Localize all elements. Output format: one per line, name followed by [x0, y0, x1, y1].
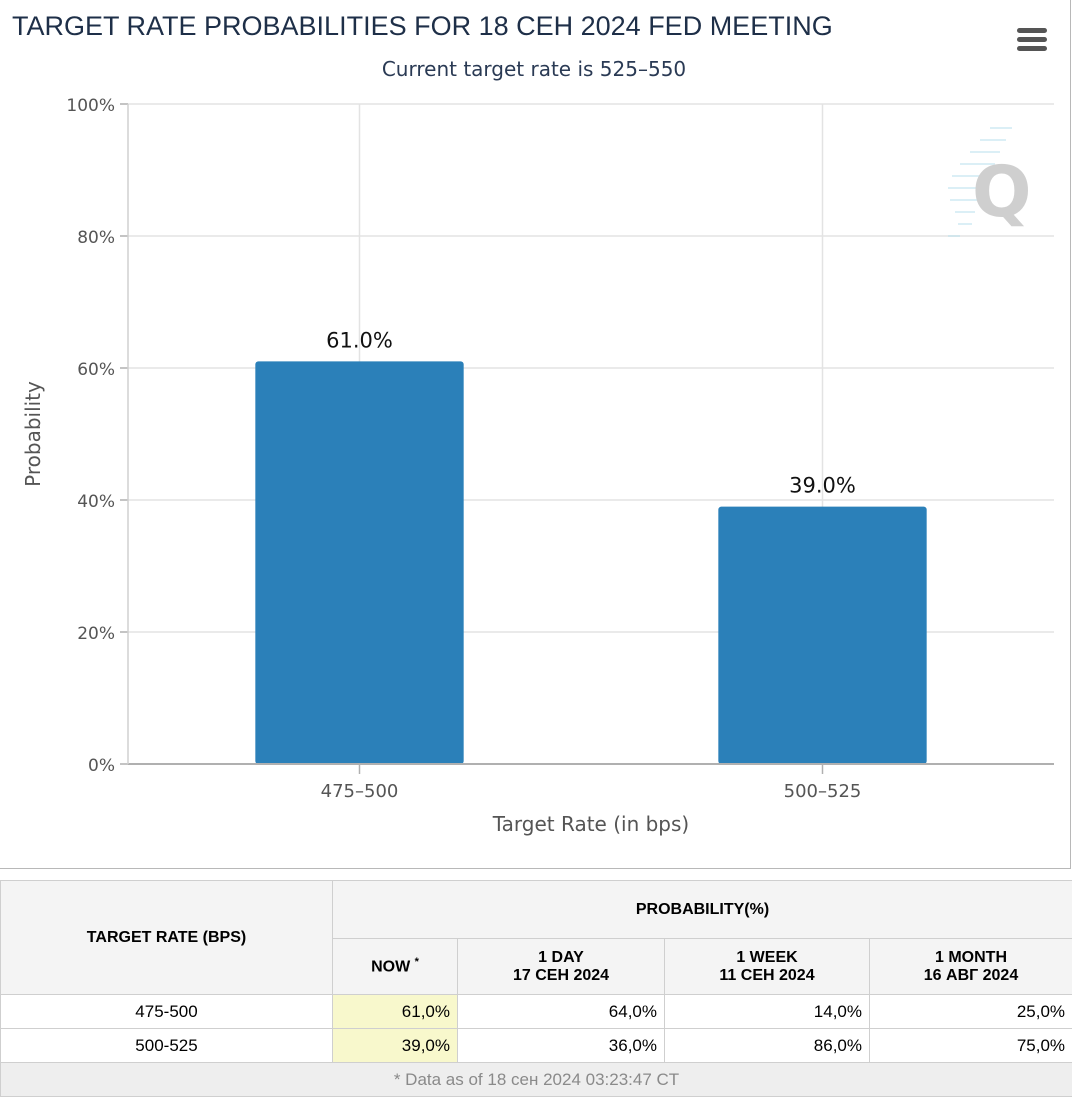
- chart-title: TARGET RATE PROBABILITIES FOR 18 СЕН 202…: [12, 11, 833, 41]
- y-tick-label: 60%: [77, 360, 115, 380]
- table-row: 500-525 39,0% 36,0% 86,0% 75,0%: [0, 1028, 1072, 1063]
- chart-subtitle: Current target rate is 525–550: [382, 57, 686, 81]
- data-timestamp-footnote: * Data as of 18 сен 2024 03:23:47 CT: [0, 1062, 1072, 1097]
- x-axis-label: Target Rate (in bps): [492, 812, 689, 836]
- bar-data-label: 39.0%: [789, 474, 856, 498]
- header-target-rate: TARGET RATE (BPS): [0, 880, 333, 995]
- bar-data-label: 61.0%: [326, 328, 393, 352]
- header-1-day: 1 DAY 17 СЕН 2024: [457, 938, 665, 995]
- probability-table-panel: TARGET RATE (BPS) PROBABILITY(%) NOW * 1…: [0, 880, 1072, 1097]
- chart-axes: 0% 20% 40% 60% 80% 100% 475–500 500–525: [66, 96, 1054, 802]
- header-probability: PROBABILITY(%): [331, 880, 1072, 939]
- header-1-day-date: 17 СЕН 2024: [512, 966, 610, 984]
- probability-table: TARGET RATE (BPS) PROBABILITY(%) NOW * 1…: [0, 880, 1072, 1097]
- header-1-month: 1 MONTH 16 АВГ 2024: [868, 938, 1072, 995]
- chart-panel: TARGET RATE PROBABILITIES FOR 18 СЕН 202…: [0, 0, 1071, 869]
- y-tick-label: 40%: [77, 492, 115, 512]
- header-now-asterisk: *: [414, 956, 419, 969]
- watermark-logo: Q: [948, 127, 1032, 237]
- header-1-month-label: 1 MONTH: [935, 948, 1007, 966]
- bar-chart: TARGET RATE PROBABILITIES FOR 18 СЕН 202…: [12, 11, 1054, 836]
- x-tick-label: 500–525: [784, 781, 862, 802]
- x-tick-label: 475–500: [321, 781, 399, 802]
- header-1-month-date: 16 АВГ 2024: [923, 966, 1019, 984]
- cell-1-week: 86,0%: [664, 1028, 870, 1063]
- bar[interactable]: [718, 506, 927, 764]
- chart-bars: 61.0% 39.0%: [255, 328, 927, 764]
- y-tick-label: 20%: [77, 624, 115, 644]
- cell-now: 61,0%: [332, 994, 458, 1029]
- table-row: 475-500 61,0% 64,0% 14,0% 25,0%: [0, 994, 1072, 1029]
- header-now: NOW *: [332, 938, 458, 995]
- header-1-week-label: 1 WEEK: [736, 948, 798, 966]
- cell-1-month: 75,0%: [868, 1028, 1072, 1063]
- y-axis-label: Probability: [21, 381, 45, 487]
- y-tick-label: 0%: [88, 756, 115, 776]
- cell-1-week: 14,0%: [664, 994, 870, 1029]
- cell-1-day: 36,0%: [457, 1028, 665, 1063]
- bar[interactable]: [255, 361, 464, 764]
- header-now-label: NOW: [371, 958, 411, 976]
- watermark-letter: Q: [972, 151, 1032, 233]
- y-tick-label: 100%: [66, 96, 115, 116]
- cell-rate: 475-500: [0, 994, 333, 1029]
- cell-rate: 500-525: [0, 1028, 333, 1063]
- cell-1-day: 64,0%: [457, 994, 665, 1029]
- cell-1-month: 25,0%: [868, 994, 1072, 1029]
- header-1-week: 1 WEEK 11 СЕН 2024: [664, 938, 870, 995]
- chart-menu-button[interactable]: [1012, 22, 1052, 58]
- cell-now: 39,0%: [332, 1028, 458, 1063]
- y-tick-label: 80%: [77, 228, 115, 248]
- header-1-day-label: 1 DAY: [538, 948, 584, 966]
- header-1-week-date: 11 СЕН 2024: [719, 966, 815, 984]
